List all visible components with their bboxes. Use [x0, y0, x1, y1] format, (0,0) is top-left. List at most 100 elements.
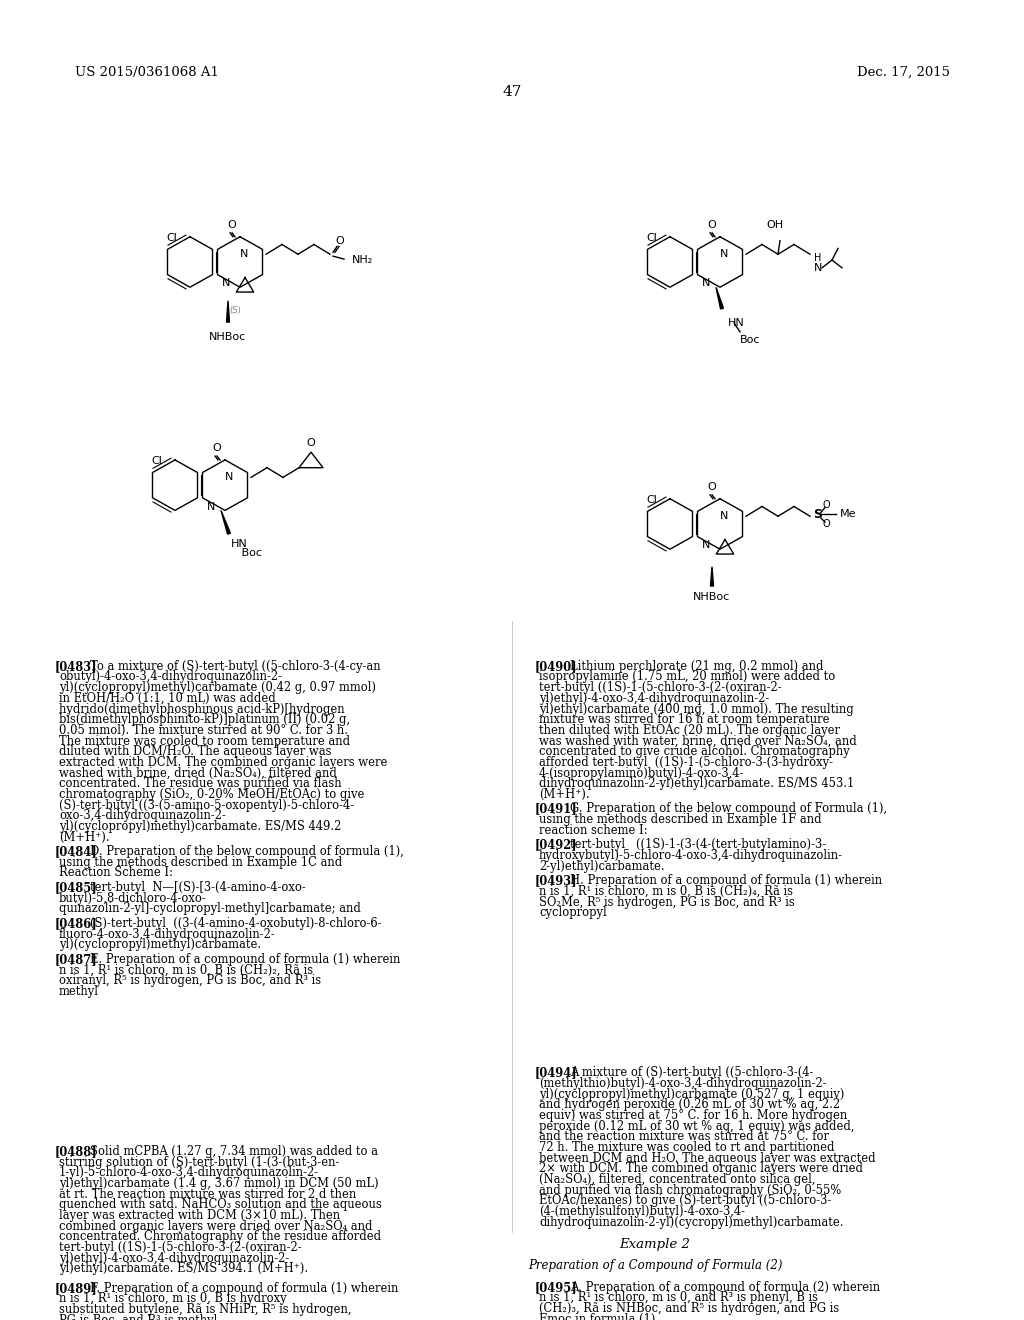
Text: bis(dimethylphosphinito-kP)]platinum (II) (0.02 g,: bis(dimethylphosphinito-kP)]platinum (II…: [59, 713, 350, 726]
Text: diluted with DCM/H₂O. The aqueous layer was: diluted with DCM/H₂O. The aqueous layer …: [59, 746, 332, 758]
Text: concentrated. Chromatography of the residue afforded: concentrated. Chromatography of the resi…: [59, 1230, 381, 1243]
Text: Boc: Boc: [740, 335, 761, 345]
Text: yl)(cyclopropyl)methyl)carbamate (0.42 g, 0.97 mmol): yl)(cyclopropyl)methyl)carbamate (0.42 g…: [59, 681, 376, 694]
Text: substituted butylene, Rã is NHiPr, R⁵ is hydrogen,: substituted butylene, Rã is NHiPr, R⁵ is…: [59, 1303, 351, 1316]
Text: in EtOH/H₂O (1:1, 10 mL) was added: in EtOH/H₂O (1:1, 10 mL) was added: [59, 692, 275, 705]
Text: NH₂: NH₂: [352, 255, 374, 265]
Text: US 2015/0361068 A1: US 2015/0361068 A1: [75, 66, 219, 79]
Text: extracted with DCM. The combined organic layers were: extracted with DCM. The combined organic…: [59, 756, 387, 768]
Text: (M+H⁺).: (M+H⁺).: [59, 830, 110, 843]
Text: using the methods described in Example 1C and: using the methods described in Example 1…: [59, 855, 342, 869]
Text: obutyl)-4-oxo-3,4-dihydroquinazolin-2-: obutyl)-4-oxo-3,4-dihydroquinazolin-2-: [59, 671, 282, 684]
Text: Boc: Boc: [231, 548, 262, 558]
Text: PG is Boc, and R³ is methyl: PG is Boc, and R³ is methyl: [59, 1313, 217, 1320]
Text: O: O: [336, 236, 344, 246]
Text: A. Preparation of a compound of formula (2) wherein: A. Preparation of a compound of formula …: [570, 1280, 881, 1294]
Text: at rt. The reaction mixture was stirred for 2 d then: at rt. The reaction mixture was stirred …: [59, 1188, 356, 1201]
Text: Example 2: Example 2: [620, 1238, 690, 1251]
Text: n is 1, R¹ is chloro, m is 0, B is (CH₂)₄, Rã is: n is 1, R¹ is chloro, m is 0, B is (CH₂)…: [539, 884, 793, 898]
Text: dihydroquinazolin-2-yl)(cycropyl)methyl)carbamate.: dihydroquinazolin-2-yl)(cycropyl)methyl)…: [539, 1216, 844, 1229]
Polygon shape: [221, 511, 230, 535]
Text: E. Preparation of a compound of formula (1) wherein: E. Preparation of a compound of formula …: [90, 953, 400, 966]
Text: 1-yl)-5-chloro-4-oxo-3,4-dihydroquinazolin-2-: 1-yl)-5-chloro-4-oxo-3,4-dihydroquinazol…: [59, 1167, 319, 1179]
Text: N: N: [240, 249, 248, 259]
Text: SO₂Me, R⁵ is hydrogen, PG is Boc, and R³ is: SO₂Me, R⁵ is hydrogen, PG is Boc, and R³…: [539, 895, 795, 908]
Text: O: O: [822, 519, 829, 529]
Text: Lithium perchlorate (21 mg, 0.2 mmol) and: Lithium perchlorate (21 mg, 0.2 mmol) an…: [570, 660, 823, 673]
Text: isopropylamine (1.75 mL, 20 mmol) were added to: isopropylamine (1.75 mL, 20 mmol) were a…: [539, 671, 836, 684]
Text: H. Preparation of a compound of formula (1) wherein: H. Preparation of a compound of formula …: [570, 874, 883, 887]
Text: [0491]: [0491]: [535, 803, 578, 816]
Text: 0.05 mmol). The mixture stirred at 90° C. for 3 h.: 0.05 mmol). The mixture stirred at 90° C…: [59, 723, 348, 737]
Text: dihydroquinazolin-2-yl)ethyl)carbamate. ES/MS 453.1: dihydroquinazolin-2-yl)ethyl)carbamate. …: [539, 777, 854, 791]
Text: yl)(cyclopropyl)methyl)carbamate. ES/MS 449.2: yl)(cyclopropyl)methyl)carbamate. ES/MS …: [59, 820, 341, 833]
Text: and the reaction mixture was stirred at 75° C. for: and the reaction mixture was stirred at …: [539, 1130, 829, 1143]
Text: yl)ethyl)-4-oxo-3,4-dihydroquinazolin-2-: yl)ethyl)-4-oxo-3,4-dihydroquinazolin-2-: [539, 692, 769, 705]
Text: and purified via flash chromatography (SiO₂, 0-55%: and purified via flash chromatography (S…: [539, 1184, 842, 1197]
Text: O: O: [708, 220, 717, 230]
Text: OH: OH: [766, 220, 783, 230]
Text: Dec. 17, 2015: Dec. 17, 2015: [857, 66, 950, 79]
Text: and hydrogen peroxide (0.26 mL of 30 wt % aq, 2.2: and hydrogen peroxide (0.26 mL of 30 wt …: [539, 1098, 840, 1111]
Text: [0488]: [0488]: [55, 1144, 97, 1158]
Polygon shape: [711, 566, 714, 586]
Text: 2× with DCM. The combined organic layers were dried: 2× with DCM. The combined organic layers…: [539, 1163, 863, 1175]
Text: N: N: [720, 511, 728, 521]
Text: (S)-tert-butyl  ((3-(4-amino-4-oxobutyl)-8-chloro-6-: (S)-tert-butyl ((3-(4-amino-4-oxobutyl)-…: [90, 917, 382, 931]
Text: then diluted with EtOAc (20 mL). The organic layer: then diluted with EtOAc (20 mL). The org…: [539, 723, 840, 737]
Text: n is 1, R¹ is chloro, m is 0, B is hydroxy: n is 1, R¹ is chloro, m is 0, B is hydro…: [59, 1292, 287, 1305]
Text: [0486]: [0486]: [55, 917, 97, 931]
Text: Solid mCPBA (1.27 g, 7.34 mmol) was added to a: Solid mCPBA (1.27 g, 7.34 mmol) was adde…: [90, 1144, 378, 1158]
Text: yl)ethyl)-4-oxo-3,4-dihydroquinazolin-2-: yl)ethyl)-4-oxo-3,4-dihydroquinazolin-2-: [59, 1251, 289, 1265]
Text: To a mixture of (S)-tert-butyl ((5-chloro-3-(4-cy-an: To a mixture of (S)-tert-butyl ((5-chlor…: [90, 660, 381, 673]
Text: D. Preparation of the below compound of formula (1),: D. Preparation of the below compound of …: [90, 845, 404, 858]
Text: [0485]: [0485]: [55, 880, 97, 894]
Text: The mixture was cooled to room temperature and: The mixture was cooled to room temperatu…: [59, 734, 350, 747]
Text: [0489]: [0489]: [55, 1282, 97, 1295]
Text: combined organic layers were dried over Na₂SO₄ and: combined organic layers were dried over …: [59, 1220, 373, 1233]
Text: (S)-tert-butyl ((3-(5-amino-5-oxopentyl)-5-chloro-4-: (S)-tert-butyl ((3-(5-amino-5-oxopentyl)…: [59, 799, 354, 812]
Text: NHBoc: NHBoc: [209, 331, 247, 342]
Text: equiv) was stirred at 75° C. for 16 h. More hydrogen: equiv) was stirred at 75° C. for 16 h. M…: [539, 1109, 847, 1122]
Text: O: O: [306, 438, 315, 449]
Text: (M+H⁺).: (M+H⁺).: [539, 788, 590, 801]
Text: yl)ethyl)carbamate. ES/MS 394.1 (M+H⁺).: yl)ethyl)carbamate. ES/MS 394.1 (M+H⁺).: [59, 1262, 308, 1275]
Polygon shape: [716, 288, 723, 309]
Text: Preparation of a Compound of Formula (2): Preparation of a Compound of Formula (2): [527, 1259, 782, 1272]
Text: O: O: [227, 220, 237, 230]
Text: oxiranyl, R⁵ is hydrogen, PG is Boc, and R³ is: oxiranyl, R⁵ is hydrogen, PG is Boc, and…: [59, 974, 322, 987]
Text: cyclopropyl: cyclopropyl: [539, 907, 607, 919]
Text: [0492]: [0492]: [535, 838, 578, 851]
Text: Reaction Scheme I:: Reaction Scheme I:: [59, 866, 173, 879]
Text: H: H: [814, 253, 821, 263]
Text: G. Preparation of the below compound of Formula (1),: G. Preparation of the below compound of …: [570, 803, 888, 816]
Text: S: S: [813, 508, 822, 521]
Text: yl)ethyl)carbamate (1.4 g, 3.67 mmol) in DCM (50 mL): yl)ethyl)carbamate (1.4 g, 3.67 mmol) in…: [59, 1177, 379, 1191]
Text: O: O: [708, 482, 717, 492]
Text: F. Preparation of a compound of formula (1) wherein: F. Preparation of a compound of formula …: [90, 1282, 398, 1295]
Text: Cl: Cl: [646, 234, 657, 243]
Text: [0483]: [0483]: [55, 660, 97, 673]
Text: Fmoc in formula (1): Fmoc in formula (1): [539, 1313, 655, 1320]
Text: Cl: Cl: [152, 457, 162, 466]
Text: [0494]: [0494]: [535, 1067, 578, 1080]
Text: afforded tert-butyl  ((1S)-1-(5-chloro-3-(3-hydroxy-: afforded tert-butyl ((1S)-1-(5-chloro-3-…: [539, 756, 833, 768]
Text: oxo-3,4-dihydroquinazolin-2-: oxo-3,4-dihydroquinazolin-2-: [59, 809, 226, 822]
Text: n is 1, R¹ is chloro, m is 0, B is (CH₂)₂, Rã is: n is 1, R¹ is chloro, m is 0, B is (CH₂)…: [59, 964, 313, 977]
Text: O: O: [822, 499, 829, 510]
Text: (Na₂SO₄), filtered, concentrated onto silica gel,: (Na₂SO₄), filtered, concentrated onto si…: [539, 1173, 815, 1187]
Text: reaction scheme I:: reaction scheme I:: [539, 824, 647, 837]
Text: N: N: [814, 263, 822, 273]
Text: N: N: [701, 540, 711, 550]
Text: [0493]: [0493]: [535, 874, 578, 887]
Text: (4-(methylsulfonyl)butyl)-4-oxo-3,4-: (4-(methylsulfonyl)butyl)-4-oxo-3,4-: [539, 1205, 745, 1218]
Text: A mixture of (S)-tert-butyl ((5-chloro-3-(4-: A mixture of (S)-tert-butyl ((5-chloro-3…: [570, 1067, 814, 1080]
Text: using the methods described in Example 1F and: using the methods described in Example 1…: [539, 813, 821, 826]
Text: tert-butyl ((1S)-1-(5-chloro-3-(2-(oxiran-2-: tert-butyl ((1S)-1-(5-chloro-3-(2-(oxira…: [539, 681, 781, 694]
Text: N: N: [207, 502, 215, 512]
Text: fluoro-4-oxo-3,4-dihydroquinazolin-2-: fluoro-4-oxo-3,4-dihydroquinazolin-2-: [59, 928, 275, 941]
Text: quenched with satd. NaHCO₃ solution and the aqueous: quenched with satd. NaHCO₃ solution and …: [59, 1199, 382, 1212]
Text: tert-butyl   ((1S)-1-(3-(4-(tert-butylamino)-3-: tert-butyl ((1S)-1-(3-(4-(tert-butylamin…: [570, 838, 826, 851]
Text: Cl: Cl: [166, 234, 177, 243]
Text: layer was extracted with DCM (3×10 mL). Then: layer was extracted with DCM (3×10 mL). …: [59, 1209, 340, 1222]
